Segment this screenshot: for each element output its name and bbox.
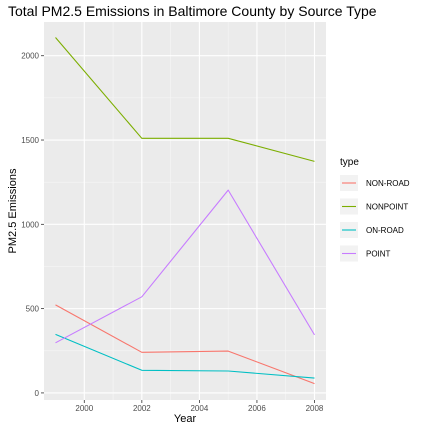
series-lines [55, 37, 315, 385]
x-tick-label: 2000 [75, 404, 93, 413]
x-tick-label: 2002 [133, 404, 151, 413]
series-line-on-road [55, 333, 315, 379]
legend-label-non-road: NON-ROAD [366, 179, 410, 188]
x-axis-title: Year [174, 413, 197, 425]
legend-label-on-road: ON-ROAD [366, 226, 404, 235]
chart-title: Total PM2.5 Emissions in Baltimore Count… [8, 3, 377, 19]
y-tick-label: 0 [35, 389, 40, 398]
x-tick-label: 2004 [190, 404, 208, 413]
legend-title: type [340, 157, 359, 168]
y-axis: 0 500 1000 1500 2000 [21, 52, 44, 398]
y-tick-label: 2000 [21, 52, 39, 61]
series-line-non-road [55, 304, 315, 385]
major-gridlines [44, 22, 326, 400]
y-tick-label: 500 [26, 305, 40, 314]
y-axis-title: PM2.5 Emissions [7, 168, 19, 253]
x-axis: 2000 2002 2004 2006 2008 [75, 400, 324, 413]
x-tick-label: 2008 [306, 404, 324, 413]
series-line-point [55, 189, 315, 344]
y-tick-label: 1000 [21, 220, 39, 229]
legend-label-nonpoint: NONPOINT [366, 203, 408, 212]
plot-panel [44, 22, 326, 400]
x-tick-label: 2006 [248, 404, 266, 413]
series-line-nonpoint [55, 37, 315, 162]
y-tick-label: 1500 [21, 136, 39, 145]
legend: NON-ROAD NONPOINT ON-ROAD POINT [340, 175, 410, 262]
legend-label-point: POINT [366, 250, 391, 259]
